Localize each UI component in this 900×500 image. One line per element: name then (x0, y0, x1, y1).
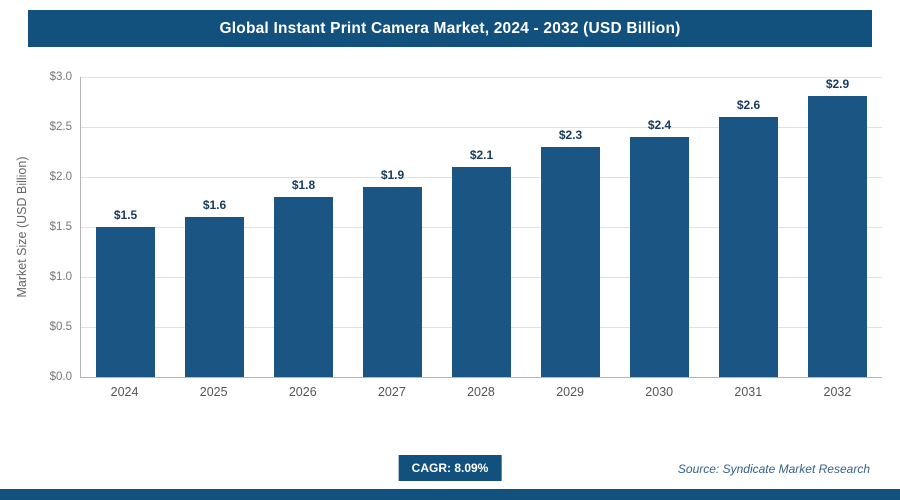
bar-column: $2.6 (704, 77, 793, 377)
bar-value-label: $1.5 (113, 208, 138, 222)
bar-slot: $1.9 (348, 77, 437, 377)
x-tick-label: 2024 (110, 385, 139, 399)
plot-wrap: $1.5 $1.6 $1.8 $1.9 $2.1 $2.3 $2.4 $2.6 $2.9 202… (80, 77, 882, 406)
y-tick-label: $1.5 (49, 221, 72, 233)
bar (274, 197, 333, 377)
bar-slot: $2.3 (526, 77, 615, 377)
bar (719, 117, 778, 377)
bar-value-label: $2.3 (558, 128, 583, 142)
bar-slot: $2.1 (437, 77, 526, 377)
y-axis-title: Market Size (USD Billion) (15, 156, 29, 298)
chart-title: Global Instant Print Camera Market, 2024… (219, 19, 681, 37)
bars-container: $1.5 $1.6 $1.8 $1.9 $2.1 $2.3 $2.4 $2.6 $2.9 (81, 77, 882, 377)
bar-column: $1.9 (348, 77, 437, 377)
x-tick-label: 2026 (288, 385, 317, 399)
bar-slot: $1.5 (81, 77, 170, 377)
y-tick-label: $1.0 (49, 271, 72, 283)
y-tick-label: $2.5 (49, 121, 72, 133)
y-tick-label: $2.0 (49, 171, 72, 183)
y-axis-ticks: $0.0 $0.5 $1.0 $1.5 $2.0 $2.5 $3.0 (34, 71, 80, 383)
x-tick-label: 2030 (645, 385, 674, 399)
y-axis-title-wrap: Market Size (USD Billion) (10, 77, 34, 377)
grid-line (81, 77, 882, 78)
bar-slot: $1.8 (259, 77, 348, 377)
y-tick-label: $0.0 (49, 371, 72, 383)
bar-column: $2.4 (615, 77, 704, 377)
bar-column: $2.9 (793, 77, 882, 377)
x-tick-label: 2031 (734, 385, 763, 399)
bar-value-label: $1.9 (380, 168, 405, 182)
x-tick-label: 2025 (199, 385, 228, 399)
bar-value-label: $2.6 (736, 98, 761, 112)
bar-value-label: $1.8 (291, 178, 316, 192)
grid-line (81, 127, 882, 128)
source-attribution: Source: Syndicate Market Research (677, 462, 870, 476)
bar (185, 217, 244, 377)
y-tick-label: $0.5 (49, 321, 72, 333)
bar-slot: $2.9 (793, 77, 882, 377)
chart-title-bar: Global Instant Print Camera Market, 2024… (28, 10, 872, 47)
bar-value-label: $1.6 (202, 198, 227, 212)
x-axis-labels: 2024 2025 2026 2027 2028 2029 2030 2031 2032 (80, 378, 882, 406)
bar (541, 147, 600, 377)
bar-column: $2.3 (526, 77, 615, 377)
bar (808, 96, 867, 377)
bar-slot: $2.6 (704, 77, 793, 377)
x-tick-label: 2027 (377, 385, 406, 399)
bar (630, 137, 689, 377)
bar (452, 167, 511, 377)
bottom-accent-strip (0, 489, 900, 500)
bar (363, 187, 422, 377)
x-tick-label: 2029 (556, 385, 584, 399)
bar-column: $1.8 (259, 77, 348, 377)
bar-value-label: $2.1 (469, 148, 494, 162)
bar-column: $1.6 (170, 77, 259, 377)
cagr-badge: CAGR: 8.09% (398, 455, 502, 481)
bar (96, 227, 155, 377)
x-tick-label: 2032 (823, 385, 852, 399)
bar-column: $2.1 (437, 77, 526, 377)
y-tick-label: $3.0 (49, 71, 72, 83)
bar-slot: $1.6 (170, 77, 259, 377)
bar-slot: $2.4 (615, 77, 704, 377)
x-tick-label: 2028 (467, 385, 495, 399)
chart-area: Market Size (USD Billion) $0.0 $0.5 $1.0 $1… (10, 71, 882, 406)
bar-value-label: $2.4 (647, 118, 672, 132)
bar-column: $1.5 (81, 77, 170, 377)
bar-value-label: $2.9 (825, 77, 850, 91)
plot-region: $1.5 $1.6 $1.8 $1.9 $2.1 $2.3 $2.4 $2.6 $2.9 (80, 77, 882, 378)
